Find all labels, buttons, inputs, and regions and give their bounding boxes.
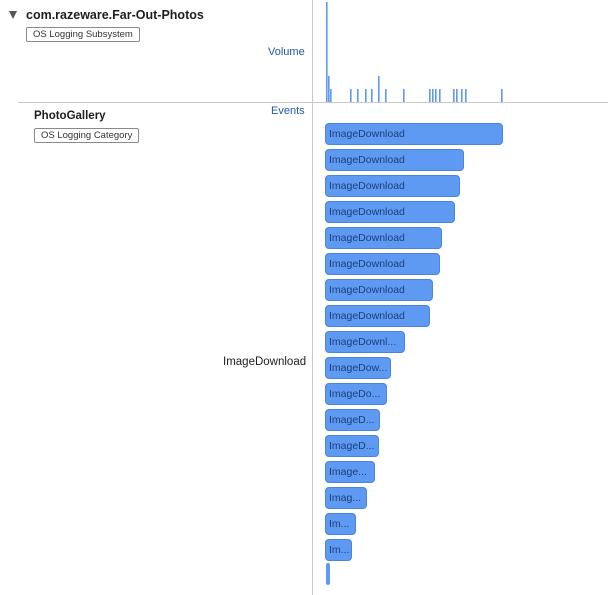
volume-spike [439, 89, 441, 102]
subsystem-tag: OS Logging Subsystem [26, 27, 140, 42]
volume-spike [403, 89, 405, 102]
category-tag: OS Logging Category [34, 128, 140, 143]
volume-spike [365, 89, 367, 102]
event-interval[interactable]: ImageDownload [325, 279, 433, 301]
disclosure-triangle-icon[interactable] [9, 11, 17, 19]
category-title: PhotoGallery [34, 110, 106, 122]
event-interval[interactable]: ImageD... [325, 435, 379, 457]
event-interval[interactable]: ImageDow... [325, 357, 391, 379]
volume-spike [378, 76, 380, 102]
volume-spike [330, 89, 332, 102]
event-interval[interactable]: Imag... [325, 487, 367, 509]
subsystem-title: com.razeware.Far-Out-Photos [26, 8, 204, 22]
volume-spike [501, 89, 503, 102]
event-interval[interactable]: ImageDownload [325, 175, 460, 197]
volume-spike [371, 89, 373, 102]
volume-spike [326, 2, 328, 102]
event-interval[interactable]: ImageDownload [325, 201, 455, 223]
track-divider-vertical[interactable] [312, 0, 313, 595]
event-interval[interactable]: ImageDo... [325, 383, 387, 405]
event-interval[interactable]: ImageD... [325, 409, 380, 431]
event-interval[interactable]: ImageDownload [325, 149, 464, 171]
volume-spike [465, 89, 467, 102]
event-interval[interactable]: ImageDownload [325, 227, 442, 249]
event-interval[interactable]: ImageDownl... [325, 331, 405, 353]
volume-spike [429, 89, 431, 102]
volume-spike [432, 89, 434, 102]
volume-spike [456, 89, 458, 102]
volume-spike [435, 89, 437, 102]
volume-spike [350, 89, 352, 102]
event-interval[interactable]: Im... [325, 513, 356, 535]
event-interval[interactable]: ImageDownload [325, 123, 503, 145]
volume-spike [328, 76, 330, 102]
volume-graph[interactable] [313, 0, 608, 102]
event-interval[interactable]: ImageDownload [325, 253, 440, 275]
volume-spike [461, 89, 463, 102]
event-interval[interactable]: Im... [325, 539, 352, 561]
volume-spike [385, 89, 387, 102]
events-label: Events [271, 105, 305, 117]
event-interval[interactable]: Image... [325, 461, 375, 483]
event-row-label: ImageDownload [223, 356, 307, 368]
volume-label: Volume [268, 46, 305, 58]
volume-spike [357, 89, 359, 102]
event-interval[interactable]: ImageDownload [325, 305, 430, 327]
event-interval-sliver[interactable] [326, 563, 330, 585]
track-divider-horizontal [18, 102, 608, 103]
volume-spike [453, 89, 455, 102]
